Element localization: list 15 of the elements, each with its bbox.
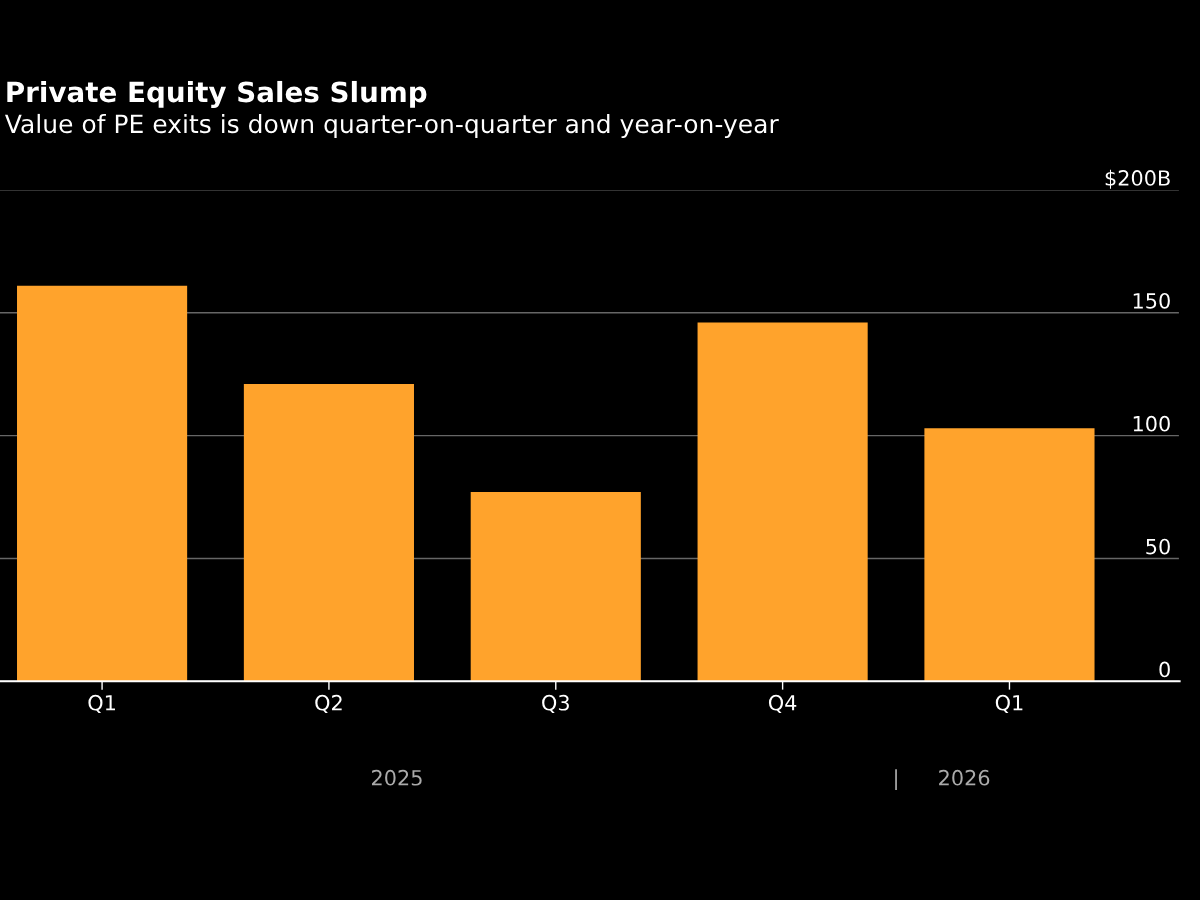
text: | bbox=[895, 769, 897, 790]
text: 2025 bbox=[372, 769, 422, 786]
x-tick-label: Q1 bbox=[88, 694, 115, 714]
chart-title: Private Equity Sales Slump bbox=[7, 80, 427, 109]
x-tick-label: Q4 bbox=[768, 694, 797, 714]
y-tick-label: 0 bbox=[1159, 661, 1170, 678]
y-tick-label: 100 bbox=[1133, 415, 1170, 432]
y-tick-label: 50 bbox=[1146, 538, 1170, 555]
x-tick-label: Q2 bbox=[315, 694, 342, 714]
x-tick-label: Q3 bbox=[542, 694, 569, 714]
chart-subtitle: Value of PE exits is down quarter-on-quarter and year-on-year bbox=[5, 113, 779, 139]
y-tick-label: $200B bbox=[1105, 169, 1170, 189]
x-tick-label: Q1 bbox=[995, 694, 1023, 714]
y-tick-label: 150 bbox=[1133, 292, 1170, 309]
text: 2026 bbox=[939, 769, 990, 786]
